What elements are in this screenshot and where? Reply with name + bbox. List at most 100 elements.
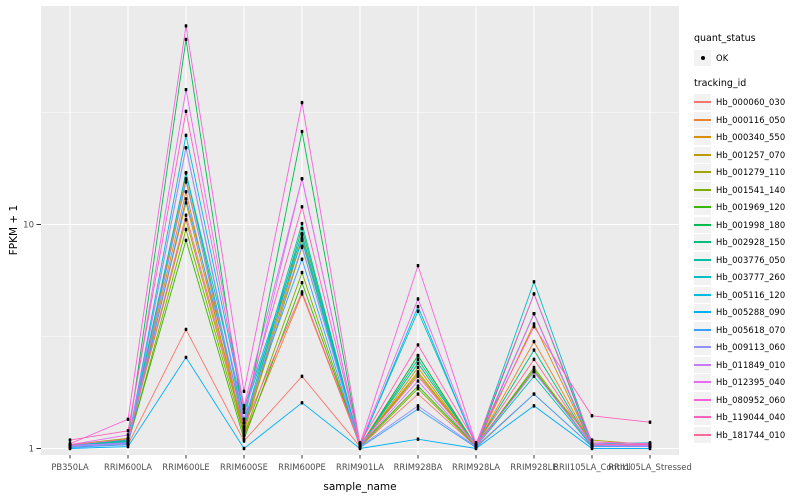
data-point: [300, 226, 304, 231]
data-point: [184, 238, 188, 243]
legend-item-label: Hb_009113_060: [716, 342, 786, 353]
legend-item-label: Hb_003777_260: [716, 272, 786, 283]
legend: quant_status OK tracking_id Hb_000060_03…: [694, 33, 798, 444]
data-point: [126, 441, 130, 445]
data-point: [184, 171, 188, 175]
legend-key-line-icon: [694, 153, 711, 156]
data-point: [184, 213, 188, 217]
legend-item-label: Hb_005288_090: [716, 307, 786, 318]
data-point: [416, 263, 420, 268]
data-point: [242, 407, 246, 411]
legend-key-line-icon: [694, 171, 711, 174]
data-point: [184, 227, 188, 232]
legend-key: [694, 146, 711, 163]
data-point: [532, 374, 536, 379]
legend-item-label: Hb_003776_050: [716, 254, 786, 265]
data-point: [416, 386, 420, 391]
data-point: [590, 440, 594, 444]
data-point: [416, 407, 420, 411]
data-point: [242, 429, 246, 433]
data-point: [590, 414, 594, 418]
legend-key: [694, 94, 711, 111]
data-point: [300, 270, 304, 275]
data-point: [416, 437, 420, 441]
legend-key-line-icon: [694, 398, 711, 401]
legend-key: [694, 181, 711, 198]
data-point: [532, 392, 536, 396]
legend-key-line-icon: [694, 346, 711, 349]
x-axis-title: sample_name: [323, 481, 397, 493]
x-tick-label: RRIM928BA: [394, 462, 443, 472]
data-point: [184, 177, 188, 181]
data-point: [300, 238, 304, 243]
data-point: [184, 146, 188, 150]
legend-key: [694, 164, 711, 181]
x-tick-label: RRIM928LA: [452, 462, 500, 472]
data-point: [184, 87, 188, 92]
legend-key-line-icon: [694, 433, 711, 436]
data-point: [416, 404, 420, 408]
data-point: [300, 177, 304, 181]
legend-item: Hb_005288_090: [694, 304, 798, 322]
legend-item-label: Hb_181744_010: [716, 429, 786, 440]
legend-item-label: Hb_001279_110: [716, 167, 786, 178]
x-tick-label: RRII105LA_Control: [553, 462, 631, 472]
x-tick-label: PB350LA: [51, 462, 89, 472]
data-point: [68, 442, 72, 447]
data-point: [648, 420, 652, 424]
data-point: [184, 201, 188, 205]
legend-key-line-icon: [694, 118, 711, 121]
legend-item: Hb_000116_050: [694, 111, 798, 129]
legend-key-line-icon: [694, 206, 711, 209]
data-point: [300, 401, 304, 405]
legend-item-label: Hb_012395_040: [716, 377, 786, 388]
legend-item-label: Hb_005618_070: [716, 324, 786, 335]
data-point: [184, 180, 188, 184]
data-point: [532, 357, 536, 362]
legend-item-label: OK: [716, 52, 729, 63]
legend-key: [694, 269, 711, 286]
data-point: [590, 442, 594, 447]
legend-item: Hb_005618_070: [694, 321, 798, 339]
legend-key-line-icon: [694, 101, 711, 104]
legend-item-label: Hb_002928_150: [716, 237, 786, 248]
data-point: [416, 343, 420, 347]
legend-item: Hb_181744_010: [694, 426, 798, 444]
legend-item: Hb_003777_260: [694, 269, 798, 287]
data-point: [358, 442, 362, 447]
data-point: [242, 410, 246, 415]
legend-tracking-items: Hb_000060_030 Hb_000116_050 Hb_000340_550 H…: [694, 94, 798, 444]
legend-item-label: Hb_080952_060: [716, 394, 786, 405]
legend-key-line-icon: [694, 188, 711, 191]
legend-key-line-icon: [694, 311, 711, 314]
legend-item-label: Hb_001541_140: [716, 184, 786, 195]
legend-key: [694, 356, 711, 373]
legend-key-line-icon: [694, 293, 711, 296]
data-point: [416, 309, 420, 313]
legend-key: [694, 251, 711, 268]
legend-item: Hb_012395_040: [694, 374, 798, 392]
data-point: [532, 404, 536, 408]
legend-key-line-icon: [694, 241, 711, 244]
x-tick-label: RRIM600SE: [220, 462, 268, 472]
data-point: [416, 297, 420, 301]
legend-key-line-icon: [694, 381, 711, 384]
legend-key-line-icon: [694, 223, 711, 226]
legend-key-line-icon: [694, 276, 711, 279]
legend-key-line-icon: [694, 136, 711, 139]
data-point: [184, 355, 188, 360]
data-point: [184, 109, 188, 114]
data-point: [532, 348, 536, 352]
legend-item: Hb_011849_010: [694, 356, 798, 374]
data-point: [126, 437, 130, 441]
x-tick-label: RRIM600LE: [162, 462, 209, 472]
data-point: [242, 446, 246, 451]
data-point: [532, 370, 536, 374]
legend-item: Hb_003776_050: [694, 251, 798, 269]
data-point: [300, 290, 304, 294]
legend-key: [694, 234, 711, 251]
data-point: [184, 24, 188, 28]
legend-item: Hb_000060_030: [694, 94, 798, 112]
